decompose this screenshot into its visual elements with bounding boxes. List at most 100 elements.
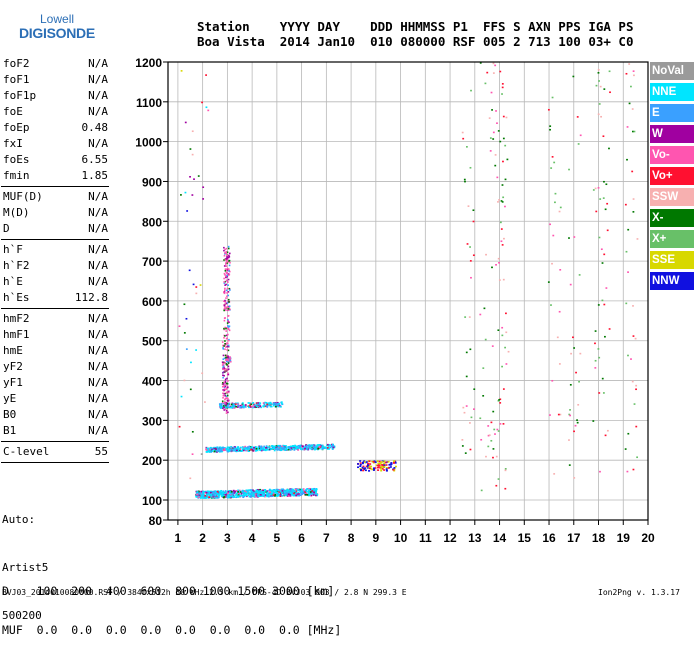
echo-point xyxy=(277,444,280,447)
echo-point xyxy=(222,396,224,399)
echo-point xyxy=(226,358,229,361)
echo-point xyxy=(601,377,604,380)
echo-point xyxy=(464,180,466,183)
echo-point xyxy=(233,495,236,498)
y-tick-label: 400 xyxy=(142,375,162,389)
param-name: D xyxy=(3,222,10,235)
echo-point xyxy=(597,304,600,306)
echo-point xyxy=(263,492,265,495)
echo-point xyxy=(224,274,226,276)
echo-point xyxy=(249,489,252,491)
echo-point xyxy=(492,456,494,459)
echo-point xyxy=(257,448,260,450)
echo-point xyxy=(465,146,468,148)
echo-point xyxy=(482,395,485,397)
echo-point xyxy=(213,449,216,451)
echo-point xyxy=(554,201,556,204)
echo-point xyxy=(266,406,269,408)
echo-point xyxy=(315,445,318,448)
echo-point xyxy=(384,461,387,464)
echo-point xyxy=(372,461,375,464)
echo-point xyxy=(227,400,230,403)
echo-point xyxy=(275,404,278,406)
echo-point xyxy=(480,489,483,492)
echo-point xyxy=(276,401,279,404)
y-tick-label: 1100 xyxy=(136,96,162,110)
echo-point xyxy=(204,401,206,403)
echo-point xyxy=(284,446,286,449)
echo-point xyxy=(257,402,260,404)
echo-point xyxy=(246,447,249,450)
echo-point xyxy=(243,495,245,498)
echo-point xyxy=(376,464,379,467)
echo-point xyxy=(305,489,307,491)
echo-point xyxy=(631,108,634,110)
echo-point xyxy=(229,289,231,291)
echo-point xyxy=(604,208,607,211)
echo-point xyxy=(469,246,471,248)
echo-point xyxy=(223,409,226,411)
echo-point xyxy=(227,284,229,286)
echo-point xyxy=(502,160,504,163)
echo-point xyxy=(278,448,280,451)
auto-label: Auto: xyxy=(2,513,36,526)
echo-point xyxy=(557,413,560,416)
echo-point xyxy=(492,72,495,74)
echo-point xyxy=(392,468,395,471)
echo-point xyxy=(606,202,609,205)
echo-point xyxy=(291,490,293,493)
echo-point xyxy=(285,494,288,496)
echo-point xyxy=(225,252,227,255)
echo-point xyxy=(228,402,231,405)
echo-point xyxy=(479,62,482,64)
echo-point xyxy=(278,447,280,449)
echo-point xyxy=(216,493,219,496)
echo-point xyxy=(292,445,295,447)
echo-point xyxy=(223,249,225,252)
echo-point xyxy=(235,496,238,499)
param-name: C-level xyxy=(3,445,50,458)
echo-point xyxy=(223,402,225,405)
echo-point xyxy=(252,450,255,452)
echo-point xyxy=(213,450,216,453)
echo-point xyxy=(302,448,305,451)
echo-point xyxy=(568,439,570,441)
echo-point xyxy=(238,492,240,495)
echo-point xyxy=(311,491,314,494)
echo-point xyxy=(247,402,250,404)
echo-point xyxy=(224,280,226,283)
echo-point xyxy=(225,388,227,391)
echo-point xyxy=(223,404,226,407)
echo-point xyxy=(265,493,268,495)
echo-point xyxy=(255,494,258,497)
echo-point xyxy=(288,492,291,495)
echo-point xyxy=(376,460,379,462)
echo-point xyxy=(289,449,292,451)
echo-point xyxy=(485,253,487,256)
echo-point xyxy=(259,494,262,496)
echo-point xyxy=(230,490,233,493)
echo-point xyxy=(578,274,581,276)
echo-point xyxy=(220,489,223,492)
echo-point xyxy=(251,402,254,405)
echo-point xyxy=(366,467,369,469)
echo-point xyxy=(221,341,224,343)
echo-point xyxy=(227,342,229,345)
echo-point xyxy=(261,448,264,450)
echo-point xyxy=(223,389,226,392)
echo-point xyxy=(224,344,226,346)
x-tick-label: 19 xyxy=(617,531,631,545)
echo-point xyxy=(254,405,257,408)
echo-point xyxy=(392,461,395,464)
param-value: N/A xyxy=(88,137,108,150)
echo-point xyxy=(315,489,317,492)
echo-point xyxy=(501,93,503,95)
param-value: N/A xyxy=(88,408,108,421)
x-tick-label: 4 xyxy=(249,531,256,545)
echo-point xyxy=(183,303,186,306)
echo-point xyxy=(227,399,230,402)
echo-point xyxy=(267,402,270,405)
echo-point xyxy=(381,468,384,470)
echo-point xyxy=(227,449,230,451)
echo-point xyxy=(558,210,561,213)
